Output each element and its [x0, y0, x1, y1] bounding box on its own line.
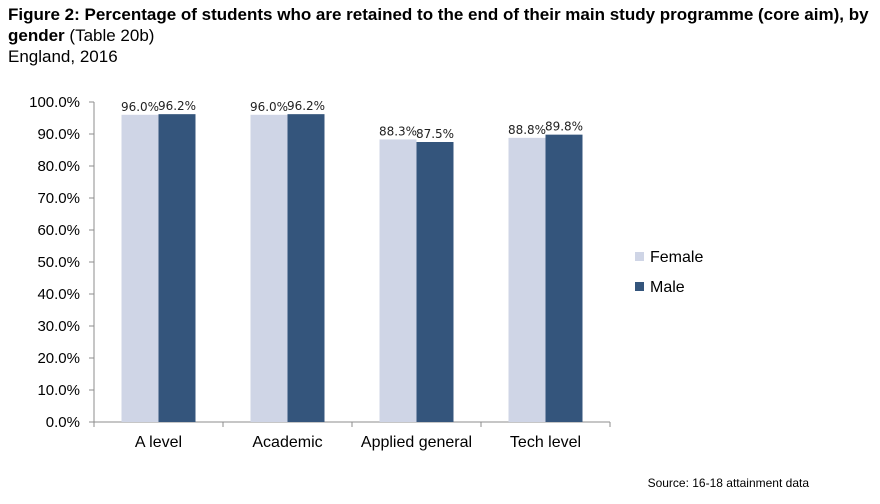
data-label: 96.2%	[158, 99, 196, 113]
y-tick-label: 50.0%	[37, 254, 80, 271]
legend-swatch-male	[635, 282, 644, 291]
bar-female	[121, 114, 159, 423]
y-tick-label: 90.0%	[37, 126, 80, 143]
x-tick-label: Tech level	[510, 434, 581, 451]
x-tick-label: A level	[135, 434, 182, 451]
y-tick-label: 100.0%	[29, 94, 80, 111]
data-label: 96.2%	[287, 99, 325, 113]
bar-male	[545, 134, 583, 422]
y-tick-label: 60.0%	[37, 222, 80, 239]
chart-legend: Female Male	[635, 249, 703, 296]
bar-female	[250, 114, 288, 423]
y-tick-label: 40.0%	[37, 286, 80, 303]
chart-title-bold: Figure 2: Percentage of students who are…	[8, 5, 869, 45]
bar-female	[508, 137, 546, 422]
bar-female	[379, 139, 417, 422]
data-label: 87.5%	[416, 127, 454, 141]
source-note: Source: 16-18 attainment data	[647, 476, 809, 490]
bar-male	[287, 114, 325, 422]
chart-title-table-ref: (Table 20b)	[64, 26, 155, 45]
legend-swatch-female	[635, 252, 644, 261]
y-tick-label: 0.0%	[46, 414, 80, 431]
data-label: 88.3%	[379, 124, 417, 138]
data-label: 88.8%	[508, 123, 546, 137]
chart-bars: 96.0%96.2% 96.0%96.2%88.3%87.5% 88.8%89.8%	[121, 99, 583, 423]
data-label: 96.0%	[250, 100, 288, 114]
y-tick-label: 80.0%	[37, 158, 80, 175]
data-label: 89.8%	[545, 120, 583, 134]
x-tick-label: Applied general	[361, 434, 472, 451]
chart-axes: 0.0% 10.0% 20.0% 30.0% 40.0% 50.0% 60.0% 70.0% 8…	[29, 94, 611, 451]
chart-title-block: Figure 2: Percentage of students who are…	[8, 4, 872, 68]
data-label: 96.0%	[121, 100, 159, 114]
legend-label-female: Female	[650, 249, 703, 266]
y-tick-label: 10.0%	[37, 382, 80, 399]
chart-subtitle: England, 2016	[8, 47, 118, 66]
y-tick-label: 30.0%	[37, 318, 80, 335]
bar-male	[158, 114, 196, 422]
y-tick-label: 20.0%	[37, 350, 80, 367]
chart-title: Figure 2: Percentage of students who are…	[8, 4, 872, 46]
x-tick-label: Academic	[252, 434, 322, 451]
bar-male	[416, 142, 454, 422]
y-tick-label: 70.0%	[37, 190, 80, 207]
legend-label-male: Male	[650, 279, 685, 296]
